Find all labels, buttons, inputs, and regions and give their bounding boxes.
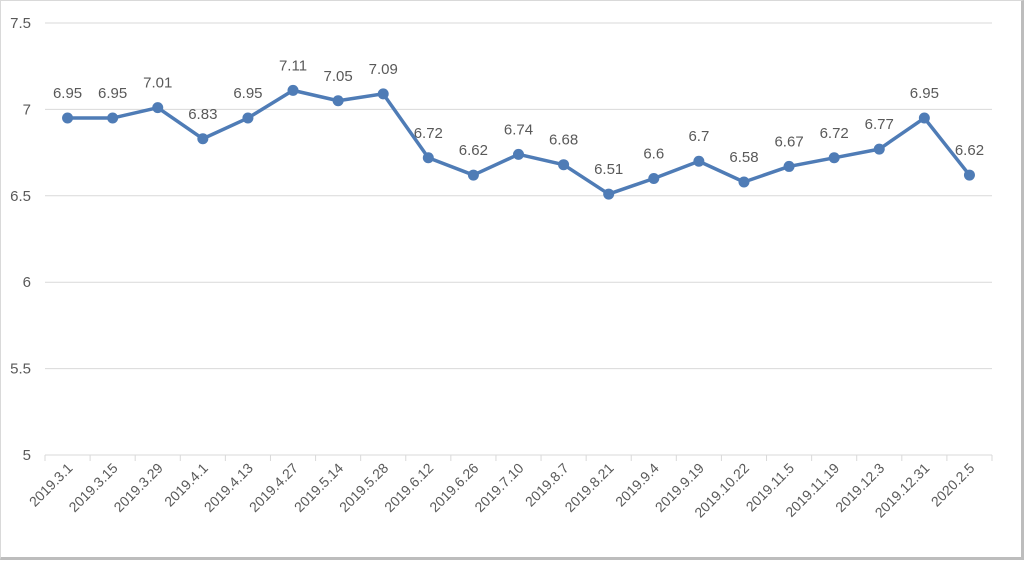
- data-label: 6.7: [688, 128, 709, 145]
- data-point: [62, 112, 74, 124]
- data-label: 6.72: [414, 125, 443, 142]
- data-point: [242, 112, 254, 124]
- data-point: [467, 169, 479, 181]
- data-label: 6.95: [910, 85, 939, 102]
- data-label: 6.95: [233, 85, 262, 102]
- data-point: [873, 143, 885, 155]
- data-point: [152, 102, 164, 114]
- y-tick-label: 6.5: [10, 188, 31, 205]
- data-point: [693, 155, 705, 167]
- data-label: 6.6: [643, 146, 664, 163]
- data-point: [332, 95, 344, 107]
- y-tick-label: 6: [23, 274, 31, 291]
- data-point: [422, 152, 434, 164]
- data-label: 6.74: [504, 121, 533, 138]
- data-point: [918, 112, 930, 124]
- data-label: 6.83: [188, 106, 217, 123]
- x-tick-label: 2020.2.5: [928, 460, 978, 510]
- y-tick-label: 5: [23, 447, 31, 464]
- data-label: 6.67: [774, 133, 803, 150]
- data-label: 6.72: [820, 125, 849, 142]
- data-label: 6.77: [865, 116, 894, 133]
- data-point: [197, 133, 209, 145]
- y-tick-label: 7: [23, 101, 31, 118]
- x-tick-label: 2019.7.10: [471, 460, 527, 516]
- data-point: [963, 169, 975, 181]
- data-point: [828, 152, 840, 164]
- data-label: 6.58: [729, 149, 758, 166]
- x-tick-label: 2019.8.21: [561, 460, 617, 516]
- data-point: [783, 160, 795, 172]
- data-label: 7.11: [279, 57, 307, 74]
- data-point: [513, 148, 524, 160]
- y-tick-label: 5.5: [10, 361, 31, 378]
- data-label: 6.95: [53, 85, 82, 102]
- data-point: [738, 176, 750, 188]
- y-tick-label: 7.5: [10, 15, 31, 32]
- x-tick-label: 2019.3.29: [110, 460, 166, 516]
- data-point: [558, 159, 570, 171]
- data-point: [603, 188, 615, 200]
- data-label: 6.68: [549, 132, 578, 149]
- data-label: 7.09: [369, 61, 398, 78]
- data-point: [648, 173, 660, 185]
- data-label: 7.01: [143, 75, 172, 92]
- data-point: [287, 84, 299, 96]
- data-label: 6.51: [594, 161, 623, 178]
- data-label: 6.95: [98, 85, 127, 102]
- data-label: 6.62: [459, 142, 488, 159]
- data-label: 7.05: [324, 68, 353, 85]
- data-label: 6.62: [955, 142, 984, 159]
- data-point: [107, 112, 119, 124]
- data-point: [377, 88, 389, 100]
